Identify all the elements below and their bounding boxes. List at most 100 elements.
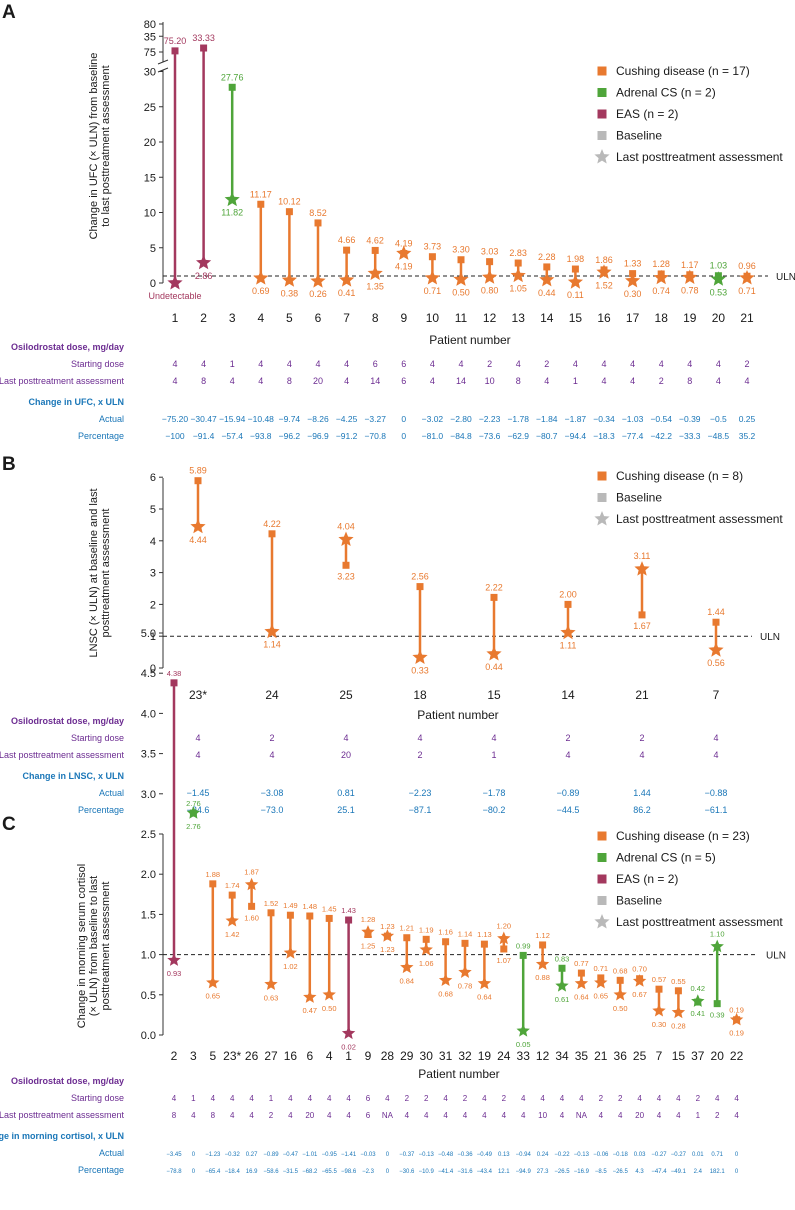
x-tick-label: 7 [343, 311, 350, 325]
change-cell: −31.6 [457, 1169, 473, 1175]
x-tick-label: 27 [264, 1049, 278, 1063]
last-value-label: 0.44 [538, 288, 556, 298]
dose-cell: 14 [370, 376, 380, 386]
legend-square-marker [597, 831, 607, 841]
dose-cell: 4 [315, 359, 320, 369]
last-assessment-star [653, 269, 669, 285]
change-cell: −0.94 [516, 1152, 532, 1158]
x-tick-label: 18 [655, 311, 669, 325]
dose-cell: 2 [405, 1094, 410, 1103]
last-value-label: 1.42 [225, 930, 240, 939]
x-axis-title: Patient number [418, 1067, 499, 1081]
baseline-marker [257, 200, 265, 208]
baseline-value-label: 1.14 [458, 929, 473, 938]
change-cell: 0.27 [246, 1152, 258, 1158]
dose-cell: 4 [443, 1111, 448, 1120]
y-tick-label: 4.0 [141, 708, 156, 720]
change-cell: −0.36 [457, 1152, 473, 1158]
dose-cell: 4 [458, 359, 463, 369]
dose-cell: 4 [258, 359, 263, 369]
baseline-value-label: 1.49 [283, 901, 298, 910]
x-tick-label: 25 [339, 688, 353, 702]
dose-cell: 4 [249, 1111, 254, 1120]
change-cell: 0.13 [498, 1152, 510, 1158]
x-tick-label: 21 [635, 688, 649, 702]
baseline-marker [285, 208, 293, 216]
last-value-label: 1.87 [244, 868, 259, 877]
baseline-value-label: 0.41 [690, 1009, 705, 1018]
legend-label: EAS (n = 2) [616, 107, 678, 121]
last-value-label: 0.30 [652, 1020, 667, 1029]
x-tick-label: 26 [245, 1049, 259, 1063]
dose-row-label: Last posttreatment assessment [0, 376, 124, 386]
change-cell: 4.3 [635, 1169, 644, 1175]
change-cell: −84.8 [450, 431, 472, 441]
uln-label: ULN [760, 632, 780, 643]
x-tick-label: 4 [257, 311, 264, 325]
legend-label: Baseline [616, 129, 662, 143]
dose-cell: 6 [401, 376, 406, 386]
change-cell: −78.8 [166, 1169, 182, 1175]
x-tick-label: 36 [614, 1049, 628, 1063]
x-tick-label: 2 [200, 311, 207, 325]
change-table-heading: Change in LNSC, x ULN [22, 771, 124, 781]
change-cell: 0 [386, 1169, 390, 1175]
change-cell: 25.1 [337, 805, 355, 815]
change-cell: 0.03 [634, 1152, 646, 1158]
last-assessment-star [560, 624, 576, 640]
dose-cell: 4 [172, 376, 177, 386]
dose-row-label: Last posttreatment assessment [0, 1110, 124, 1120]
change-cell: −0.13 [419, 1152, 435, 1158]
legend-star-marker [594, 511, 610, 526]
change-cell: −49.1 [671, 1169, 687, 1175]
dose-cell: 4 [491, 733, 496, 743]
dose-cell: 4 [172, 359, 177, 369]
last-assessment-star [625, 272, 641, 288]
dose-cell: 4 [630, 359, 635, 369]
y-tick-label: 3 [150, 568, 156, 580]
last-assessment-star [339, 272, 355, 287]
dose-cell: 8 [201, 376, 206, 386]
change-cell: 0.81 [337, 788, 355, 798]
change-cell: 0 [735, 1152, 739, 1158]
change-cell: −98.6 [341, 1169, 357, 1175]
last-value-label: 0.02 [341, 1042, 356, 1051]
baseline-value-label: 0.99 [516, 941, 531, 950]
change-cell: −58.6 [263, 1169, 279, 1175]
x-tick-label: 6 [315, 311, 322, 325]
baseline-value-label: 8.52 [309, 208, 327, 218]
y-tick-label: 35 [144, 31, 156, 43]
x-axis-title: Patient number [429, 333, 510, 347]
x-tick-label: 15 [672, 1049, 686, 1063]
change-cell: −0.49 [477, 1152, 493, 1158]
dose-cell: 4 [540, 1094, 545, 1103]
last-assessment-star [341, 1026, 356, 1040]
baseline-value-label: 1.16 [438, 928, 453, 937]
last-value-label: 4.44 [189, 535, 207, 545]
legend-label: Adrenal CS (n = 5) [616, 851, 716, 865]
change-cell: −0.22 [554, 1152, 570, 1158]
change-cell: −80.2 [483, 805, 506, 815]
change-cell: 0.71 [711, 1152, 723, 1158]
dose-cell: 4 [657, 1111, 662, 1120]
baseline-marker [268, 530, 276, 538]
change-cell: −61.1 [705, 805, 728, 815]
y-tick-label: 2 [150, 599, 156, 611]
baseline-marker [403, 934, 411, 942]
last-value-label: 0.61 [555, 995, 570, 1004]
change-cell: −73.6 [479, 431, 501, 441]
last-value-label: 0.50 [613, 1004, 628, 1013]
last-value-label: 0.11 [567, 290, 584, 300]
dose-cell: 4 [195, 750, 200, 760]
last-value-label: 0.71 [424, 286, 442, 296]
change-cell: −24.6 [187, 805, 210, 815]
baseline-marker [490, 593, 498, 601]
x-tick-label: 1 [172, 311, 179, 325]
change-cell: −0.37 [399, 1152, 415, 1158]
change-cell: −0.5 [710, 414, 727, 424]
last-assessment-star [682, 269, 698, 284]
change-cell: 0.25 [739, 414, 756, 424]
x-tick-label: 23* [189, 688, 207, 702]
x-tick-label: 9 [400, 311, 407, 325]
last-value-label: 0.63 [264, 993, 279, 1002]
